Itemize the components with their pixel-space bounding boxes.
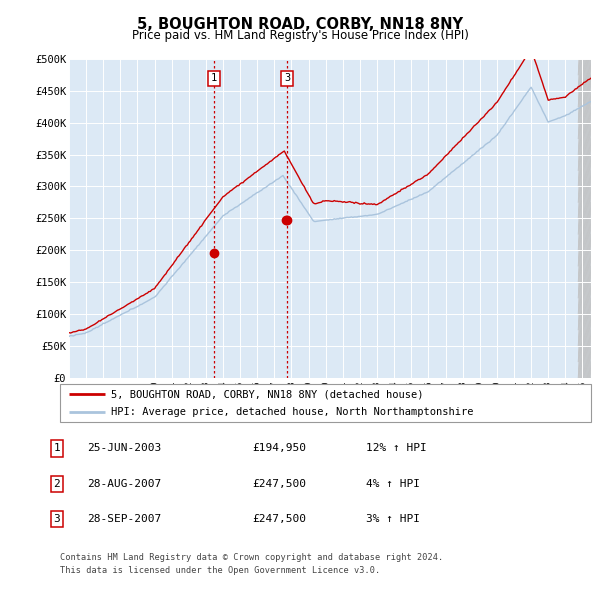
Text: 28-AUG-2007: 28-AUG-2007 [87, 479, 161, 489]
Text: 12% ↑ HPI: 12% ↑ HPI [366, 444, 427, 453]
Text: 2: 2 [53, 479, 61, 489]
Text: £247,500: £247,500 [252, 514, 306, 524]
Text: HPI: Average price, detached house, North Northamptonshire: HPI: Average price, detached house, Nort… [111, 407, 473, 417]
Text: 3% ↑ HPI: 3% ↑ HPI [366, 514, 420, 524]
Text: £194,950: £194,950 [252, 444, 306, 453]
Text: This data is licensed under the Open Government Licence v3.0.: This data is licensed under the Open Gov… [60, 566, 380, 575]
Text: 5, BOUGHTON ROAD, CORBY, NN18 8NY: 5, BOUGHTON ROAD, CORBY, NN18 8NY [137, 17, 463, 31]
Text: 28-SEP-2007: 28-SEP-2007 [87, 514, 161, 524]
FancyBboxPatch shape [578, 59, 591, 378]
Text: 5, BOUGHTON ROAD, CORBY, NN18 8NY (detached house): 5, BOUGHTON ROAD, CORBY, NN18 8NY (detac… [111, 389, 424, 399]
Text: 4% ↑ HPI: 4% ↑ HPI [366, 479, 420, 489]
Text: 3: 3 [284, 73, 290, 83]
Text: Contains HM Land Registry data © Crown copyright and database right 2024.: Contains HM Land Registry data © Crown c… [60, 553, 443, 562]
Text: 1: 1 [53, 444, 61, 453]
Text: £247,500: £247,500 [252, 479, 306, 489]
Text: 3: 3 [53, 514, 61, 524]
Text: 25-JUN-2003: 25-JUN-2003 [87, 444, 161, 453]
Text: 1: 1 [211, 73, 217, 83]
Text: Price paid vs. HM Land Registry's House Price Index (HPI): Price paid vs. HM Land Registry's House … [131, 30, 469, 42]
